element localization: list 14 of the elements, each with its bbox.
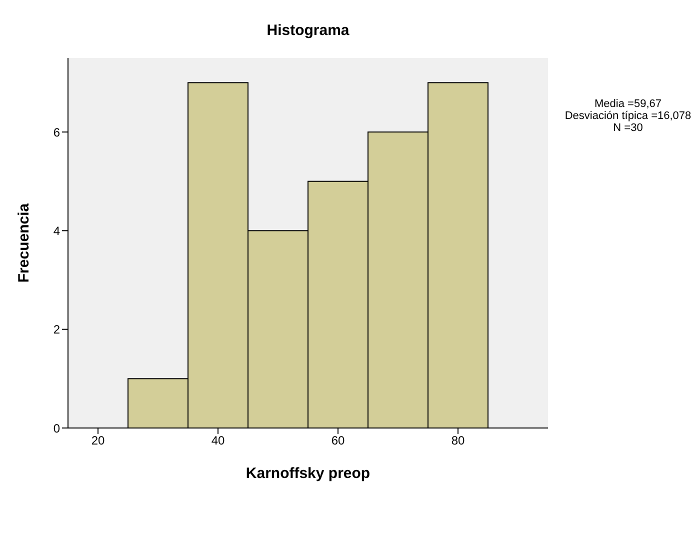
y-tick-label: 0 [53, 421, 60, 436]
text: Desviación típica =16,078 [564, 110, 692, 122]
text: N =30 [612, 122, 644, 134]
chart-title: Histograma [266, 22, 350, 39]
x-tick-label: 80 [451, 434, 465, 448]
text: Media =59,67 [594, 98, 662, 110]
x-tick-label: 60 [331, 434, 345, 448]
x-tick-label: 20 [91, 434, 105, 448]
x-axis-title: Karnoffsky preop [246, 465, 370, 482]
x-tick-label: 40 [211, 434, 225, 448]
y-tick-label: 2 [53, 322, 60, 337]
y-tick-label: 4 [53, 224, 60, 238]
y-tick-label: 6 [53, 125, 60, 140]
y-axis-title: Frecuencia [15, 202, 32, 283]
